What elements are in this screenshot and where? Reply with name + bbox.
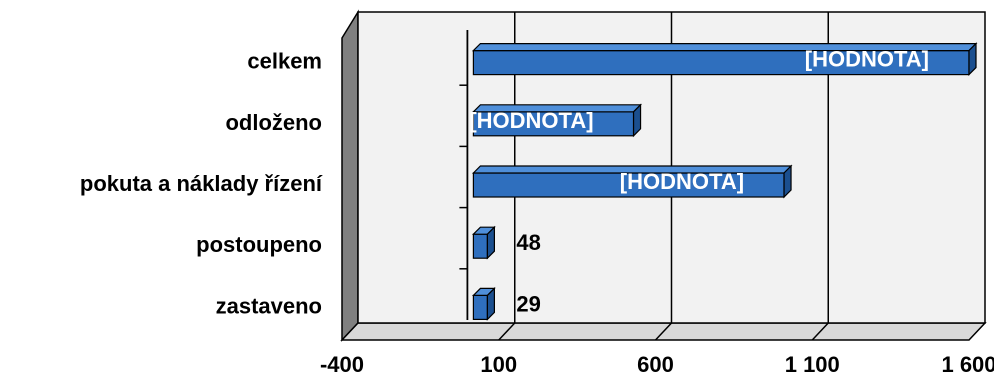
x-tick-label: 1 600 bbox=[941, 352, 994, 377]
x-tick-label: 600 bbox=[637, 352, 674, 377]
bar-side bbox=[783, 164, 792, 199]
value-axis bbox=[459, 30, 469, 320]
bar-side bbox=[486, 286, 495, 321]
bar-front bbox=[472, 233, 488, 259]
gridline-floor bbox=[498, 322, 516, 341]
bar bbox=[471, 286, 496, 321]
bar bbox=[471, 42, 978, 77]
x-tick-label: 1 100 bbox=[785, 352, 840, 377]
gridline-floor bbox=[654, 322, 673, 341]
data-label: [HODNOTA] bbox=[469, 108, 593, 133]
x-tick-label: 100 bbox=[480, 352, 517, 377]
x-tick-label: -400 bbox=[320, 352, 364, 377]
bar bbox=[471, 164, 793, 199]
bar-side bbox=[486, 225, 495, 260]
bars bbox=[471, 42, 978, 321]
category-label: zastaveno bbox=[216, 293, 322, 318]
data-label: [HODNOTA] bbox=[805, 47, 929, 72]
category-label: pokuta a náklady řízení bbox=[80, 171, 323, 196]
category-label: celkem bbox=[247, 49, 322, 74]
bar bbox=[471, 103, 643, 138]
tick-labels: -400 100 600 1 100 1 600 bbox=[320, 352, 994, 377]
bar-front bbox=[472, 111, 635, 137]
data-label: 48 bbox=[516, 230, 540, 255]
data-labels: [HODNOTA] [HODNOTA] [HODNOTA] 48 29 bbox=[469, 47, 929, 317]
bar-side bbox=[632, 103, 642, 138]
bar-front bbox=[472, 294, 488, 320]
category-label: odloženo bbox=[225, 110, 322, 135]
plot-left-wall bbox=[341, 9, 359, 342]
bar bbox=[471, 225, 496, 260]
category-label: postoupeno bbox=[196, 232, 322, 257]
data-label: 29 bbox=[516, 291, 540, 316]
category-labels: celkem odloženo pokuta a náklady řízení pos… bbox=[80, 49, 323, 319]
data-label: [HODNOTA] bbox=[620, 169, 744, 194]
gridline-floor bbox=[811, 322, 829, 341]
bar-side bbox=[968, 42, 977, 77]
